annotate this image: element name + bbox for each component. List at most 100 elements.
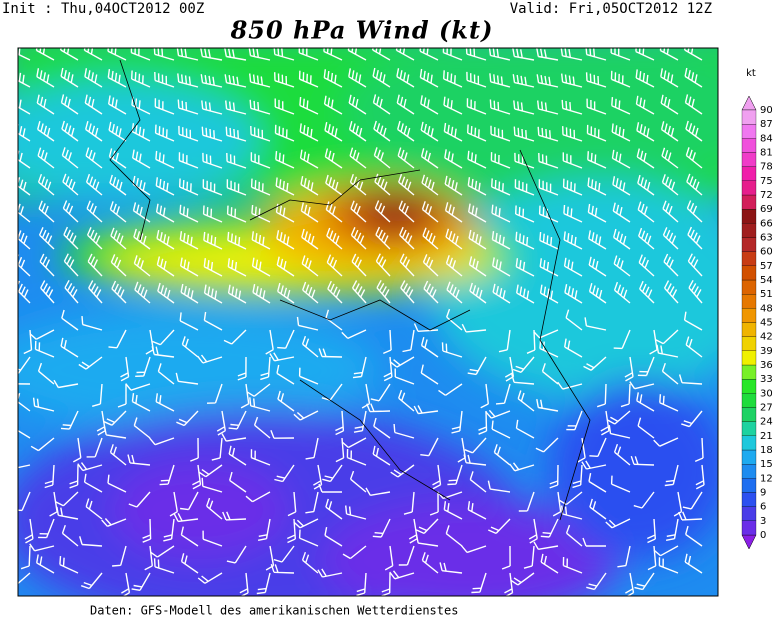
- wind-barb: [59, 556, 79, 574]
- wind-barb: [256, 572, 271, 595]
- colorbar-bottom-arrow: [741, 534, 757, 550]
- wind-barb: [611, 149, 631, 169]
- wind-barb: [443, 70, 463, 88]
- wind-barb: [399, 253, 415, 277]
- wind-barb: [463, 454, 487, 466]
- wind-barb: [180, 553, 199, 574]
- wind-barb: [402, 329, 415, 353]
- wind-barb: [240, 383, 250, 409]
- wind-barb: [397, 147, 415, 169]
- wind-barb: [251, 257, 271, 277]
- wind-barb: [636, 122, 655, 142]
- wind-barb: [566, 410, 583, 431]
- wind-barb: [526, 329, 536, 354]
- wind-barb: [157, 363, 175, 385]
- wind-barb: [390, 464, 415, 478]
- wind-barb: [513, 126, 535, 142]
- wind-barb: [269, 352, 295, 362]
- wind-barb: [533, 541, 559, 550]
- wind-barb: [346, 448, 367, 466]
- wind-barb: [274, 98, 295, 115]
- wind-barb: [583, 356, 607, 371]
- wind-barb: [83, 473, 103, 493]
- wind-barb: [135, 356, 151, 377]
- colorbar-label: 87: [760, 119, 773, 130]
- wind-barb: [202, 179, 223, 196]
- wind-barb: [60, 410, 79, 430]
- wind-barb: [342, 545, 367, 560]
- wind-barb: [227, 231, 247, 250]
- wind-barb: [293, 410, 319, 421]
- wind-barb: [18, 97, 31, 115]
- wind-barb: [468, 203, 487, 223]
- wind-barb: [469, 471, 487, 493]
- wind-barb: [222, 511, 247, 521]
- wind-barb: [528, 518, 538, 544]
- wind-barb: [324, 526, 343, 547]
- wind-barb: [403, 491, 415, 515]
- wind-barb: [432, 464, 442, 490]
- wind-barb: [154, 71, 175, 88]
- wind-barb: [177, 99, 199, 115]
- wind-barb: [490, 152, 511, 169]
- wind-barb: [536, 48, 559, 61]
- wind-barb: [239, 572, 249, 596]
- wind-barb: [276, 364, 295, 385]
- wind-barb: [18, 383, 31, 385]
- wind-barb: [375, 253, 391, 277]
- wind-barb: [577, 437, 586, 463]
- wind-barb: [613, 329, 631, 350]
- wind-barb: [64, 279, 79, 304]
- wind-barb: [277, 390, 295, 412]
- colorbar-band: [741, 364, 757, 380]
- wind-barb: [538, 179, 559, 196]
- wind-barb: [44, 464, 55, 489]
- colorbar-band: [741, 506, 757, 521]
- wind-barb: [688, 279, 703, 304]
- wind-barb: [37, 362, 55, 385]
- colorbar-label: 9: [760, 488, 766, 499]
- wind-barb: [127, 454, 151, 466]
- colorbar-band: [741, 124, 757, 139]
- wind-barb: [216, 410, 226, 436]
- colorbar-band: [741, 166, 757, 181]
- wind-barb: [18, 280, 31, 304]
- wind-barb: [490, 125, 511, 142]
- wind-barb: [515, 419, 535, 439]
- wind-barb: [663, 253, 679, 277]
- wind-barb: [176, 410, 199, 427]
- wind-barb: [540, 553, 559, 574]
- wind-barb: [536, 74, 559, 88]
- wind-barb: [176, 48, 199, 61]
- wind-barb: [38, 518, 55, 539]
- wind-barb: [467, 150, 487, 169]
- colorbar-label: 15: [760, 459, 773, 470]
- wind-barb: [155, 203, 175, 223]
- wind-barb: [134, 281, 151, 304]
- wind-barb: [514, 152, 535, 169]
- wind-barb: [178, 152, 199, 169]
- wind-barb: [265, 329, 274, 355]
- wind-barb: [228, 445, 247, 466]
- wind-barb: [561, 73, 583, 88]
- colorbar-band: [741, 308, 757, 323]
- wind-barb: [533, 329, 559, 339]
- wind-barb: [686, 200, 703, 223]
- wind-barb: [611, 123, 631, 142]
- wind-barb: [516, 284, 535, 304]
- wind-barb: [305, 437, 319, 460]
- wind-barb: [132, 149, 151, 169]
- wind-barb: [537, 126, 559, 142]
- wind-barb: [153, 558, 175, 574]
- wind-barb: [78, 356, 103, 370]
- wind-barb: [299, 123, 319, 142]
- wind-barb: [197, 572, 223, 584]
- wind-barb: [179, 178, 199, 196]
- wind-barb: [684, 67, 703, 88]
- wind-barb: [24, 518, 34, 544]
- wind-barb: [661, 147, 679, 169]
- wind-barb: [132, 175, 151, 196]
- wind-barb: [420, 437, 439, 457]
- wind-barb: [86, 437, 103, 458]
